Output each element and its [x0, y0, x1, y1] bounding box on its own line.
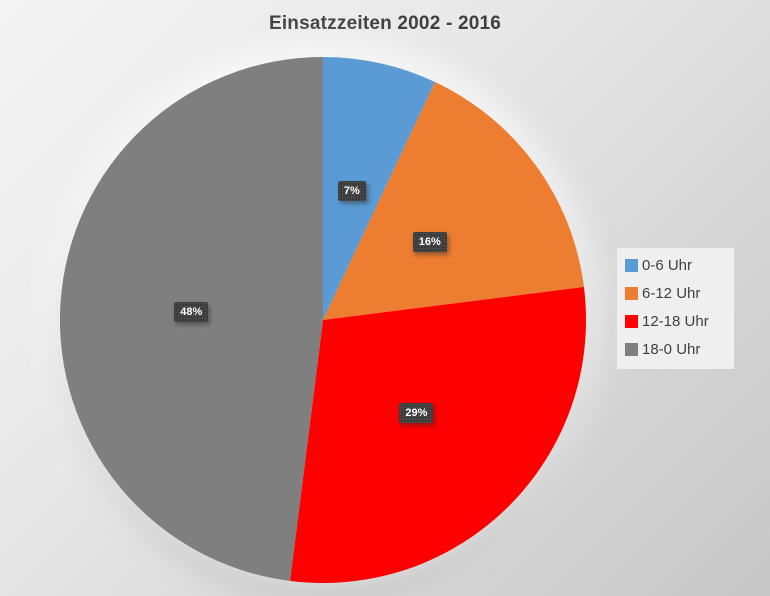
pie-svg: [60, 57, 586, 583]
legend-marker-icon: [625, 259, 638, 272]
data-label-2[interactable]: 29%: [399, 403, 434, 424]
chart-title[interactable]: Einsatzzeiten 2002 - 2016: [268, 13, 502, 34]
legend-marker-icon: [625, 287, 638, 300]
pie-slice-2[interactable]: [290, 287, 586, 583]
legend-item-label: 0-6 Uhr: [642, 257, 693, 274]
legend-marker-icon: [625, 315, 638, 328]
pie-chart: [60, 57, 586, 583]
data-label-0[interactable]: 7%: [337, 181, 366, 202]
legend-item-0[interactable]: 0-6 Uhr: [625, 258, 726, 273]
legend-item-1[interactable]: 6-12 Uhr: [625, 286, 726, 301]
data-label-1[interactable]: 16%: [412, 232, 447, 253]
data-label-3[interactable]: 48%: [174, 301, 209, 322]
legend-marker-icon: [625, 343, 638, 356]
pie-slice-0[interactable]: [323, 57, 435, 320]
legend-item-label: 12-18 Uhr: [642, 313, 709, 330]
legend-item-2[interactable]: 12-18 Uhr: [625, 314, 726, 329]
legend-item-3[interactable]: 18-0 Uhr: [625, 342, 726, 357]
legend: 0-6 Uhr 6-12 Uhr 12-18 Uhr 18-0 Uhr: [617, 248, 734, 369]
legend-item-label: 18-0 Uhr: [642, 341, 701, 358]
pie-slice-1[interactable]: [323, 82, 584, 320]
legend-item-label: 6-12 Uhr: [642, 285, 701, 302]
